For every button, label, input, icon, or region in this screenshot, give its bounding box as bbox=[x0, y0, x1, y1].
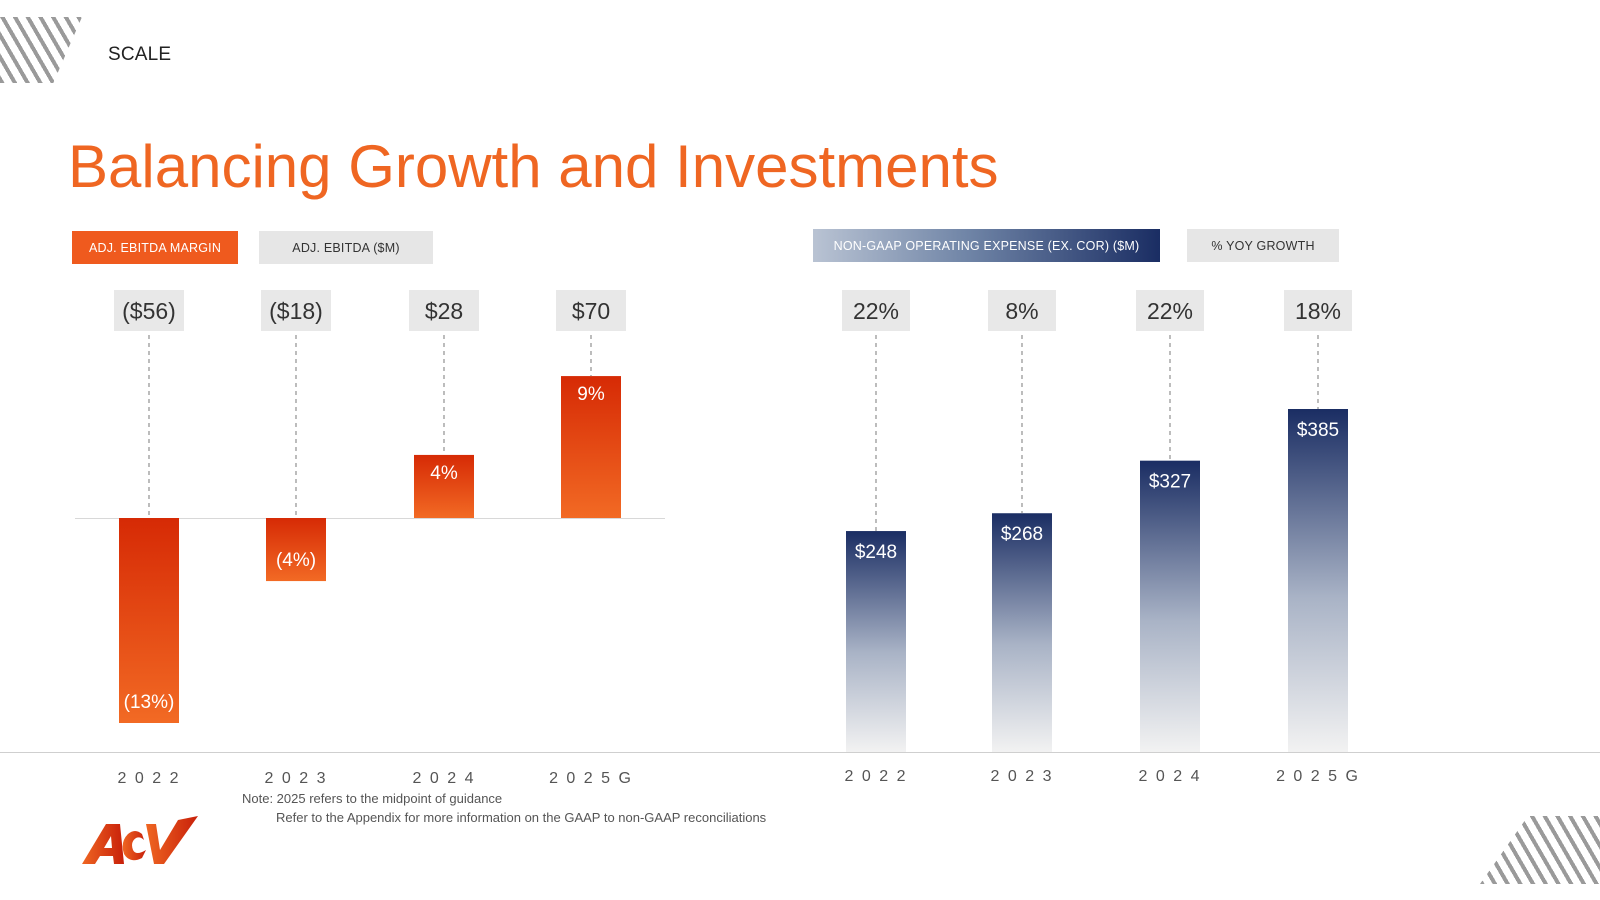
yoy-label-2024: 22% bbox=[1147, 298, 1193, 324]
chart-baseline bbox=[0, 752, 1600, 753]
ebitda-margin-chart: (13%) ($56) 2 0 2 2 (4%) ($18) 2 0 2 3 4% $28 2 … bbox=[114, 290, 633, 787]
yoy-label-box-2025G bbox=[1284, 290, 1352, 331]
ebitda-label-box-2025G bbox=[556, 290, 626, 331]
yoy-label-box-2023 bbox=[988, 290, 1056, 331]
opex-value-label-2023: $268 bbox=[1001, 524, 1043, 545]
margin-value-label-2022: (13%) bbox=[124, 692, 175, 713]
yoy-label-2023: 8% bbox=[1005, 298, 1038, 324]
margin-value-label-2024: 4% bbox=[430, 463, 458, 484]
footnote-appendix: Refer to the Appendix for more informati… bbox=[276, 810, 767, 825]
opex-year-label-2025G: 2 0 2 5 G bbox=[1276, 768, 1360, 785]
year-label-2023: 2 0 2 3 bbox=[265, 770, 328, 787]
margin-bar-2024 bbox=[414, 454, 474, 518]
ebitda-label-2022: ($56) bbox=[122, 298, 176, 324]
ebitda-label-2023: ($18) bbox=[269, 298, 323, 324]
ebitda-label-box-2022 bbox=[114, 290, 184, 331]
opex-value-label-2025G: $385 bbox=[1297, 420, 1339, 441]
opex-value-label-2022: $248 bbox=[855, 542, 897, 563]
ebitda-label-2024: $28 bbox=[425, 298, 463, 324]
yoy-label-2022: 22% bbox=[853, 298, 899, 324]
margin-value-label-2023: (4%) bbox=[276, 550, 316, 571]
opex-bar-2023 bbox=[992, 513, 1052, 752]
margin-value-label-2025G: 9% bbox=[577, 384, 605, 405]
opex-chart: $248 22% 2 0 2 2 $268 8% 2 0 2 3 $327 22% 2 0 2 … bbox=[842, 290, 1360, 785]
yoy-label-box-2024 bbox=[1136, 290, 1204, 331]
opex-year-label-2023: 2 0 2 3 bbox=[991, 768, 1054, 785]
yoy-label-box-2022 bbox=[842, 290, 910, 331]
year-label-2022: 2 0 2 2 bbox=[118, 770, 181, 787]
ebitda-label-box-2024 bbox=[409, 290, 479, 331]
ebitda-label-2025G: $70 bbox=[572, 298, 610, 324]
opex-bar-2022 bbox=[846, 531, 906, 752]
opex-year-label-2024: 2 0 2 4 bbox=[1139, 768, 1202, 785]
opex-value-label-2024: $327 bbox=[1149, 472, 1191, 493]
margin-bar-2025G bbox=[561, 376, 621, 518]
margin-bar-2023 bbox=[266, 518, 326, 582]
margin-bar-2022 bbox=[119, 518, 179, 723]
zero-axis-line bbox=[75, 518, 665, 519]
opex-bar-2025G bbox=[1288, 409, 1348, 752]
year-label-2025G: 2 0 2 5 G bbox=[549, 770, 633, 787]
acv-logo bbox=[82, 816, 198, 864]
legend-adj-ebitda-margin: ADJ. EBITDA MARGIN bbox=[72, 231, 238, 264]
page-title: Balancing Growth and Investments bbox=[68, 133, 999, 200]
footnote-guidance: Note: 2025 refers to the midpoint of gui… bbox=[242, 791, 503, 806]
ebitda-label-box-2023 bbox=[261, 290, 331, 331]
yoy-label-2025G: 18% bbox=[1295, 298, 1341, 324]
year-label-2024: 2 0 2 4 bbox=[413, 770, 476, 787]
section-label: SCALE bbox=[108, 44, 172, 65]
opex-bar-2024 bbox=[1140, 460, 1200, 752]
legend-non-gaap-opex: NON-GAAP OPERATING EXPENSE (EX. COR) ($M… bbox=[813, 229, 1160, 262]
opex-year-label-2022: 2 0 2 2 bbox=[845, 768, 908, 785]
legend-yoy-growth: % YOY GROWTH bbox=[1187, 229, 1339, 262]
legend-adj-ebitda: ADJ. EBITDA ($M) bbox=[259, 231, 433, 264]
